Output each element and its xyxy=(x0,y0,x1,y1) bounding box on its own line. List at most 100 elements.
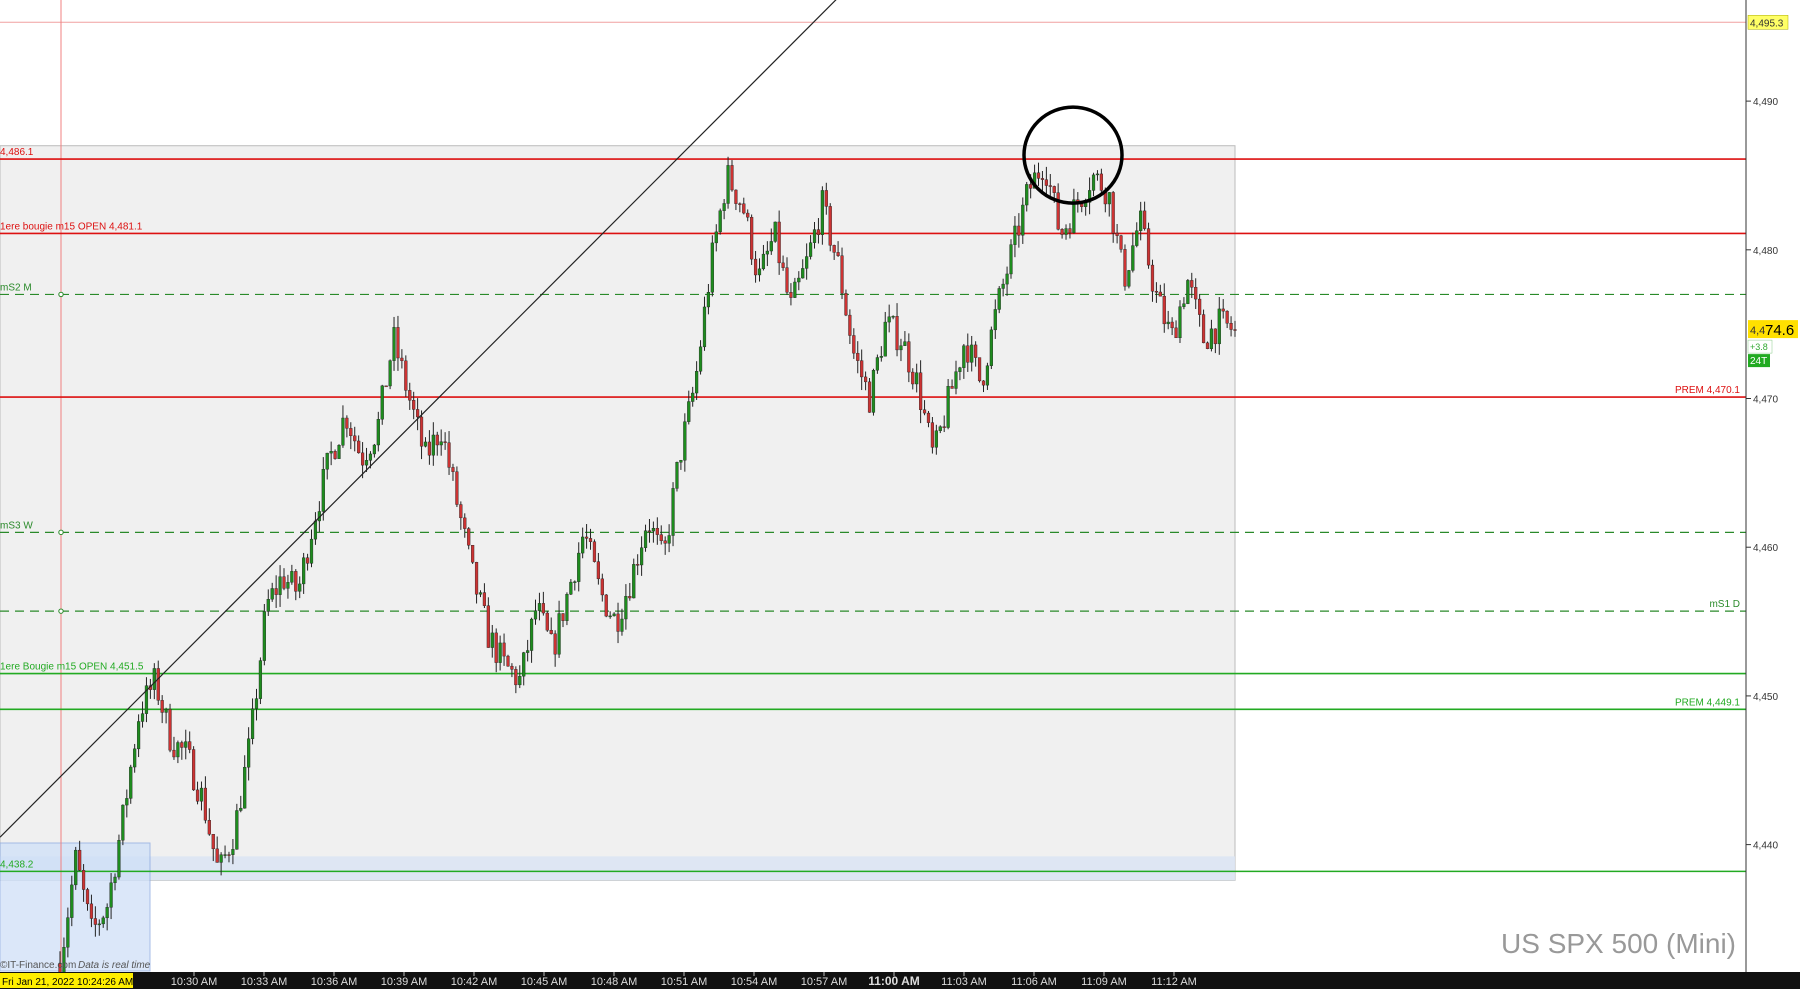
candle-body xyxy=(549,630,553,634)
candle xyxy=(1162,283,1166,333)
candle xyxy=(447,431,451,475)
candle xyxy=(337,444,341,459)
candle-body xyxy=(1158,291,1162,297)
candle-body xyxy=(514,669,518,686)
candle xyxy=(895,303,899,357)
candle-body xyxy=(1005,273,1009,285)
candle xyxy=(643,524,648,552)
candle-body xyxy=(989,329,993,366)
candle xyxy=(860,349,864,391)
candle-body xyxy=(930,422,935,448)
candle xyxy=(1146,222,1151,269)
candle-body xyxy=(836,252,840,256)
candle xyxy=(1091,172,1096,197)
candle-body xyxy=(671,488,675,536)
candle-body xyxy=(1146,228,1151,266)
x-axis-tick-label: 10:39 AM xyxy=(381,976,427,988)
candle xyxy=(129,764,133,804)
candle-body xyxy=(966,345,970,363)
candle xyxy=(1127,269,1131,289)
candle-body xyxy=(471,545,475,563)
candle-body xyxy=(105,907,109,919)
candle xyxy=(620,608,624,636)
candle-body xyxy=(714,231,718,244)
candle-body xyxy=(1225,310,1229,324)
candle-body xyxy=(160,700,164,713)
candle xyxy=(687,390,691,425)
candle xyxy=(624,584,628,630)
candle xyxy=(427,430,431,465)
candle-body xyxy=(934,430,938,448)
candle-body xyxy=(1201,314,1206,344)
candle xyxy=(412,391,416,420)
candle-body xyxy=(1095,173,1100,176)
candle-body xyxy=(1143,210,1147,229)
candle-body xyxy=(592,541,597,562)
candle xyxy=(1060,228,1064,239)
candle-body xyxy=(388,360,392,387)
candle-body xyxy=(844,293,848,316)
candle-body xyxy=(734,189,738,204)
candle-body xyxy=(1048,185,1052,187)
candle xyxy=(592,539,597,563)
candle-body xyxy=(305,557,310,564)
candle-body xyxy=(710,242,714,293)
candle-body xyxy=(769,241,773,252)
candle xyxy=(1001,278,1005,297)
candle xyxy=(192,746,196,791)
candle xyxy=(1201,309,1206,344)
candle xyxy=(408,382,412,410)
candle-body xyxy=(474,561,479,595)
candle xyxy=(136,714,141,758)
candle xyxy=(722,199,726,220)
candle xyxy=(1190,272,1194,299)
candle xyxy=(376,411,380,452)
candle-body xyxy=(565,594,569,621)
candle-body xyxy=(219,854,223,863)
candle xyxy=(714,224,718,252)
candle xyxy=(1154,282,1159,303)
level-label-left-s3: 4,438.2 xyxy=(0,859,34,870)
candle-body xyxy=(1205,342,1210,349)
candle-body xyxy=(78,849,82,871)
candle xyxy=(915,363,919,393)
candle xyxy=(761,244,766,271)
candle xyxy=(247,727,251,781)
x-axis-tick-label: 11:12 AM xyxy=(1151,976,1197,988)
candle-body xyxy=(168,709,172,751)
candle xyxy=(144,677,149,723)
candle-body xyxy=(184,741,188,748)
candle xyxy=(867,378,872,413)
candle-body xyxy=(211,834,215,850)
candle-body xyxy=(698,346,703,372)
candle-body xyxy=(805,256,809,269)
candle-body xyxy=(687,401,691,422)
candle-body xyxy=(1198,298,1202,315)
candle-body xyxy=(494,632,498,663)
candle xyxy=(321,457,325,521)
candle xyxy=(490,624,494,658)
candle xyxy=(710,235,714,297)
candle-body xyxy=(1213,328,1217,345)
candle-body xyxy=(1080,203,1084,207)
candle-body xyxy=(345,417,349,429)
candle-body xyxy=(584,536,589,539)
candle xyxy=(781,255,785,271)
candle xyxy=(349,422,353,450)
candle xyxy=(903,331,907,346)
candle-body xyxy=(144,685,149,714)
candle-body xyxy=(1052,186,1056,193)
x-axis-tick-label: 10:51 AM xyxy=(661,976,707,988)
pivot-marker-p3 xyxy=(58,608,64,614)
candle-body xyxy=(1154,291,1159,293)
candle-body xyxy=(74,849,78,886)
candle-body xyxy=(364,460,369,466)
candle-body xyxy=(447,442,451,468)
candle-body xyxy=(1127,270,1131,287)
candle xyxy=(1178,300,1182,343)
candle xyxy=(1158,284,1162,297)
candle-body xyxy=(408,390,412,401)
candle-body xyxy=(706,292,711,308)
